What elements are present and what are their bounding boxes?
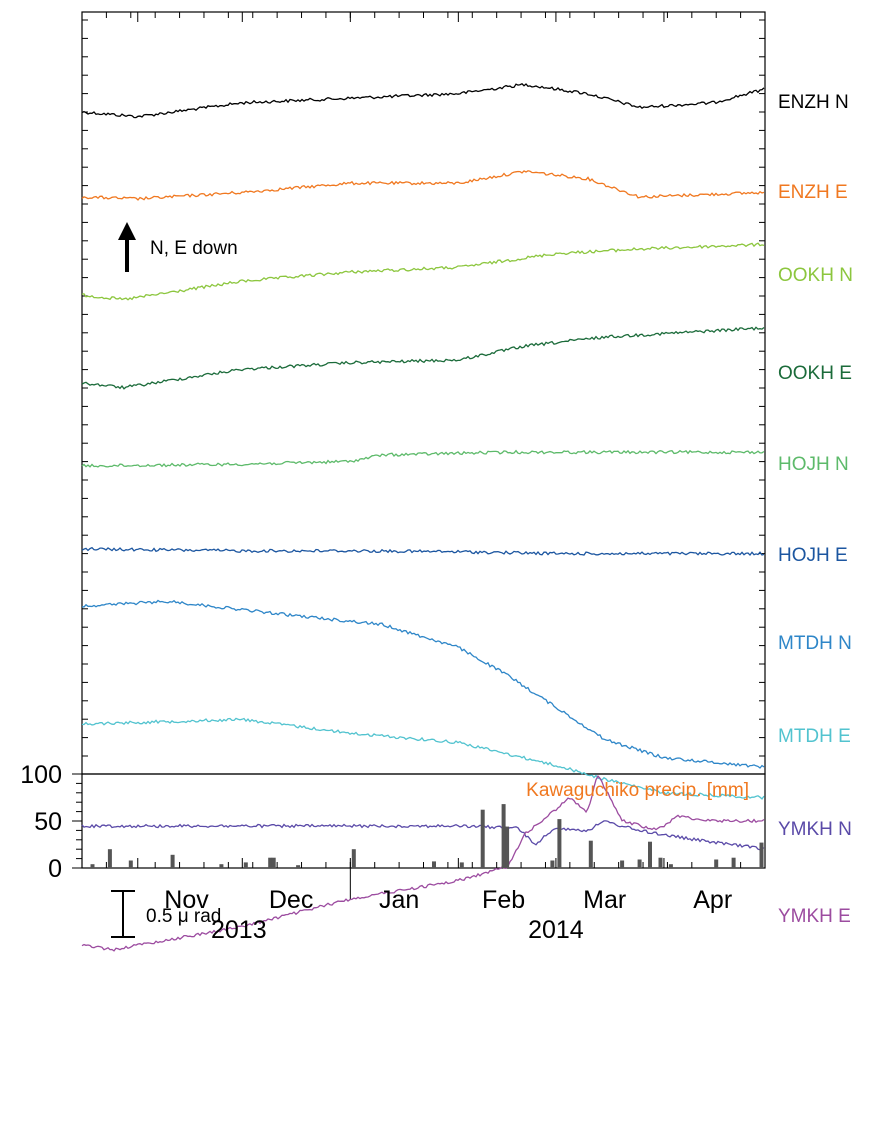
main-panel-frame bbox=[81, 11, 766, 775]
series-line-ymkh-n bbox=[81, 820, 765, 851]
series-line-mtdh-n bbox=[81, 599, 765, 769]
precip-bar bbox=[658, 857, 663, 868]
precip-bar bbox=[128, 860, 133, 868]
series-label-ymkh-n: YMKH N bbox=[778, 819, 852, 840]
precip-yticks: 0 50 100 bbox=[20, 761, 82, 883]
precip-bar bbox=[480, 809, 485, 868]
precip-bar bbox=[296, 865, 301, 868]
series-label-hojh-e: HOJH E bbox=[778, 545, 848, 566]
arrow-head-icon bbox=[118, 222, 136, 240]
precip-ytick-label: 100 bbox=[20, 761, 62, 789]
precip-bar bbox=[557, 819, 562, 868]
precip-bar bbox=[170, 854, 175, 868]
precip-bar bbox=[271, 857, 276, 868]
precip-bar bbox=[268, 857, 273, 868]
precip-bar bbox=[243, 862, 248, 868]
series-line-hojh-n bbox=[81, 449, 765, 468]
series-label-hojh-n: HOJH N bbox=[778, 454, 849, 475]
precip-bar bbox=[432, 861, 436, 868]
series-line-hojh-e bbox=[81, 546, 765, 556]
series-label-ookh-e: OOKH E bbox=[778, 363, 852, 384]
precip-bar bbox=[107, 849, 112, 868]
precip-ytick-label: 50 bbox=[34, 808, 62, 836]
precip-bar bbox=[90, 864, 95, 868]
month-label: Feb bbox=[482, 886, 525, 914]
precip-bar bbox=[351, 849, 356, 868]
series-labels: ENZH N ENZH E OOKH N OOKH E HOJH N HOJH E MTDH… bbox=[778, 92, 853, 927]
precip-bar bbox=[219, 864, 224, 868]
year-labels: 2013 2014 bbox=[211, 916, 584, 944]
month-label: Mar bbox=[583, 886, 626, 914]
precip-bar bbox=[731, 857, 736, 868]
year-label: 2014 bbox=[528, 916, 584, 944]
series-line-ookh-n bbox=[81, 242, 765, 301]
direction-annotation: N, E down bbox=[118, 222, 238, 272]
month-label: Dec bbox=[269, 886, 313, 914]
precip-bar bbox=[714, 859, 719, 868]
series-label-mtdh-n: MTDH N bbox=[778, 633, 852, 654]
direction-note: N, E down bbox=[150, 238, 238, 259]
month-label: Nov bbox=[164, 886, 209, 914]
month-label: Apr bbox=[693, 886, 732, 914]
month-label: Jan bbox=[379, 886, 419, 914]
precip-bar bbox=[588, 840, 593, 868]
series-label-enzh-n: ENZH N bbox=[778, 92, 849, 113]
axis-ticks bbox=[81, 12, 766, 900]
series-lines bbox=[81, 83, 765, 952]
scale-bar: 0.5 μ rad bbox=[111, 890, 221, 938]
series-line-ymkh-e bbox=[81, 774, 765, 952]
precip-ytick-label: 0 bbox=[48, 855, 62, 883]
series-label-mtdh-e: MTDH E bbox=[778, 726, 851, 747]
series-label-ymkh-e: YMKH E bbox=[778, 906, 851, 927]
series-label-enzh-e: ENZH E bbox=[778, 182, 848, 203]
precip-bar bbox=[637, 859, 642, 868]
precip-bar bbox=[501, 804, 506, 868]
month-labels: Nov Dec Jan Feb Mar Apr bbox=[164, 886, 732, 914]
precip-bars bbox=[90, 804, 764, 868]
precip-bar bbox=[648, 841, 652, 868]
year-label: 2013 bbox=[211, 916, 267, 944]
precip-bar bbox=[459, 862, 464, 868]
series-line-mtdh-e bbox=[81, 717, 765, 800]
scale-bar-label: 0.5 μ rad bbox=[146, 906, 221, 927]
precip-bar bbox=[668, 864, 673, 868]
precip-bar bbox=[550, 860, 555, 868]
series-line-enzh-n bbox=[81, 83, 765, 119]
series-line-ookh-e bbox=[81, 326, 765, 390]
precip-bar bbox=[759, 842, 764, 868]
precip-bar bbox=[505, 826, 510, 868]
series-line-enzh-e bbox=[81, 170, 765, 201]
precip-label: Kawaguchiko precip. [mm] bbox=[526, 780, 749, 801]
series-label-ookh-n: OOKH N bbox=[778, 265, 853, 286]
precip-bar bbox=[620, 860, 625, 868]
